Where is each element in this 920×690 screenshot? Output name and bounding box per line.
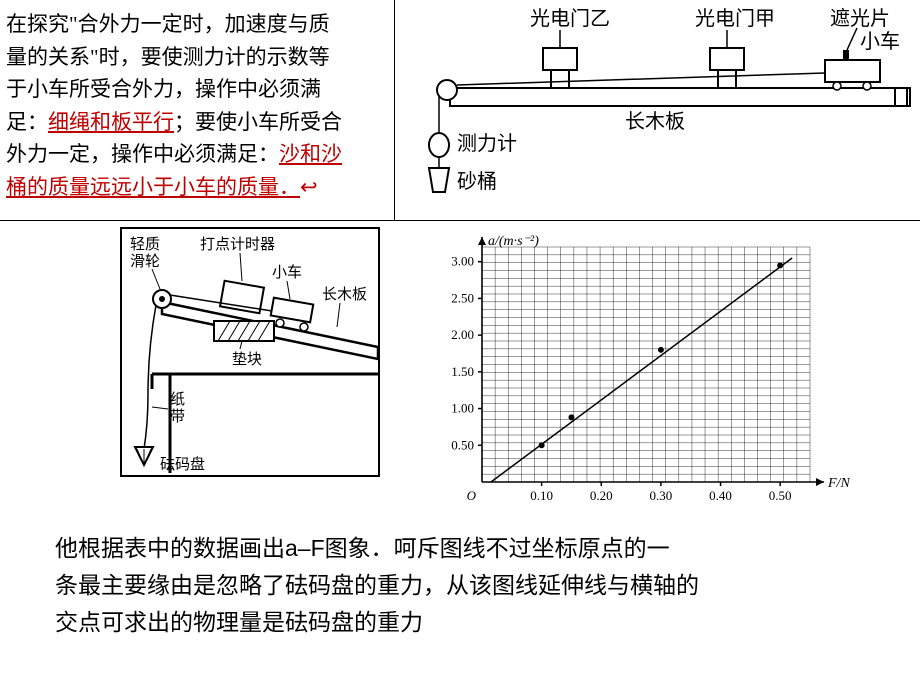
- cart-incline: [271, 298, 314, 323]
- gate-a: [710, 48, 744, 70]
- top-apparatus-diagram: 光电门乙 光电门甲 遮光片 小车: [395, 0, 920, 221]
- incline-diagram: 轻质 滑轮 打点计时器 小车 长木板 垫块 纸 带 砝码盘: [120, 227, 380, 477]
- svg-text:0.30: 0.30: [650, 488, 673, 503]
- chart-svg: 0.10 0.20 0.30 0.40 0.50 0.50 1.00 1.50 2.00 2.50…: [420, 227, 850, 512]
- qt-l2: 量的关系"时，要使测力计的示数等: [6, 45, 330, 69]
- svg-text:0.40: 0.40: [709, 488, 732, 503]
- qt-hl2a: 沙和沙: [279, 142, 342, 166]
- mid-row: 轻质 滑轮 打点计时器 小车 长木板 垫块 纸 带 砝码盘 0.100.200.…: [0, 227, 920, 512]
- svg-text:0.20: 0.20: [590, 488, 613, 503]
- label-timer: 打点计时器: [200, 236, 275, 253]
- cart-top: [825, 60, 880, 82]
- svg-text:1.50: 1.50: [451, 364, 474, 379]
- svg-text:F/N: F/N: [827, 476, 850, 491]
- pulley-top: [437, 80, 457, 100]
- qt-l5: 外力一定，操作中必须满足：: [6, 142, 279, 166]
- svg-text:a/(m·s⁻²): a/(m·s⁻²): [488, 234, 539, 249]
- qt-l1: 在探究"合外力一定时，加速度与质: [6, 12, 330, 36]
- bt-l3: 交点可求出的物理量是砝码盘的重力: [55, 604, 885, 641]
- label-pan: 砝码盘: [160, 455, 205, 473]
- svg-text:0.50: 0.50: [769, 488, 792, 503]
- label-board-top: 长木板: [625, 110, 685, 133]
- label-gate-b: 光电门乙: [530, 7, 610, 30]
- svg-text:纸: 纸: [170, 391, 185, 408]
- qt-l3: 于小车所受合外力，操作中必须满: [6, 77, 321, 101]
- wavy-icon: ↩: [300, 175, 318, 199]
- question-text: 在探究"合外力一定时，加速度与质 量的关系"时，要使测力计的示数等 于小车所受合…: [0, 0, 395, 221]
- incline-svg: 轻质 滑轮 打点计时器 小车 长木板 垫块 纸 带 砝码盘: [122, 229, 378, 475]
- svg-text:2.00: 2.00: [451, 327, 474, 342]
- support-right: [895, 88, 907, 106]
- bt-l1: 他根据表中的数据画出a–F图象．呵斥图线不过坐标原点的一: [55, 530, 885, 567]
- svg-text:带: 带: [170, 408, 185, 425]
- gate-b: [543, 48, 577, 70]
- label-dynamo: 测力计: [457, 132, 517, 155]
- label-board-incline: 长木板: [322, 285, 367, 303]
- label-bucket: 砂桶: [457, 170, 497, 193]
- label-cart-top: 小车: [860, 30, 900, 53]
- qt-hl2b: 桶的质量远远小于小车的质量．: [6, 175, 300, 199]
- bt-l2: 条最主要缘由是忽略了砝码盘的重力，从该图线延伸线与横轴的: [55, 567, 885, 604]
- svg-text:2.50: 2.50: [451, 290, 474, 305]
- dynamo-icon: [429, 133, 449, 157]
- top-apparatus-svg: 光电门乙 光电门甲 遮光片 小车: [395, 0, 920, 215]
- label-flag: 遮光片: [830, 7, 890, 30]
- board-rect: [450, 88, 910, 106]
- label-cart-incline: 小车: [272, 264, 302, 281]
- label-pulley-1: 轻质: [130, 236, 160, 253]
- svg-text:3.00: 3.00: [451, 254, 474, 269]
- svg-text:1.00: 1.00: [451, 401, 474, 416]
- svg-text:O: O: [467, 488, 477, 503]
- label-gate-a: 光电门甲: [695, 7, 775, 30]
- top-row: 在探究"合外力一定时，加速度与质 量的关系"时，要使测力计的示数等 于小车所受合…: [0, 0, 920, 221]
- qt-l4b: ；要使小车所受合: [174, 110, 342, 134]
- bucket-icon: [429, 168, 449, 192]
- tape-path: [144, 305, 156, 449]
- label-pulley-2: 滑轮: [130, 253, 160, 270]
- label-block: 垫块: [232, 351, 262, 368]
- qt-l4a: 足：: [6, 110, 48, 134]
- svg-text:0.10: 0.10: [530, 488, 553, 503]
- svg-text:0.50: 0.50: [451, 437, 474, 452]
- qt-hl1: 细绳和板平行: [48, 110, 174, 134]
- a-f-chart: 0.10 0.20 0.30 0.40 0.50 0.50 1.00 1.50 2.00 2.50…: [420, 227, 850, 512]
- bottom-text: 他根据表中的数据画出a–F图象．呵斥图线不过坐标原点的一 条最主要缘由是忽略了砝…: [55, 530, 885, 640]
